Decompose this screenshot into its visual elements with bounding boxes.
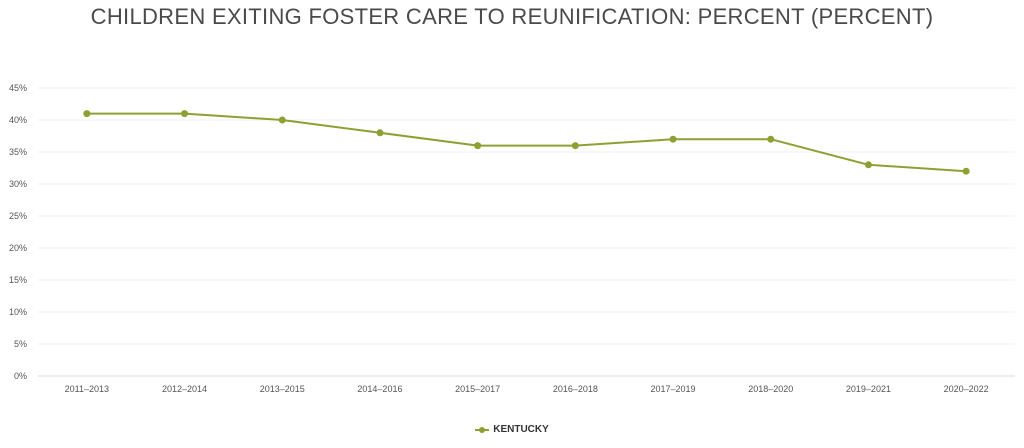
legend-item-kentucky[interactable]: KENTUCKY: [475, 424, 549, 435]
x-tick-label: 2011–2013: [65, 384, 109, 394]
x-tick-label: 2018–2020: [748, 384, 793, 394]
data-point[interactable]: [376, 129, 384, 137]
data-point[interactable]: [669, 135, 677, 143]
data-point[interactable]: [571, 142, 579, 150]
y-tick-label: 25%: [9, 211, 27, 221]
y-tick-label: 5%: [14, 339, 27, 349]
y-axis-ticks: 0% 5% 10% 15% 20% 25% 30% 35% 40% 45%: [9, 83, 27, 381]
y-tick-label: 35%: [9, 147, 27, 157]
data-point[interactable]: [181, 110, 189, 118]
x-tick-label: 2012–2014: [162, 384, 207, 394]
data-point[interactable]: [278, 116, 286, 124]
data-point[interactable]: [962, 167, 970, 175]
x-tick-label: 2013–2015: [260, 384, 305, 394]
x-tick-label: 2020–2022: [944, 384, 989, 394]
legend-swatch-icon: [475, 426, 490, 434]
data-point[interactable]: [767, 135, 775, 143]
grid-lines: [38, 87, 1015, 377]
x-tick-label: 2019–2021: [846, 384, 891, 394]
x-tick-label: 2014–2016: [357, 384, 402, 394]
y-tick-label: 0%: [14, 371, 27, 381]
data-point[interactable]: [474, 142, 482, 150]
chart-title: CHILDREN EXITING FOSTER CARE TO REUNIFIC…: [90, 4, 934, 29]
y-tick-label: 10%: [9, 307, 27, 317]
legend-label: KENTUCKY: [493, 424, 549, 435]
data-point[interactable]: [83, 110, 91, 118]
series-layer: [83, 110, 970, 175]
y-tick-label: 15%: [9, 275, 27, 285]
y-tick-label: 20%: [9, 243, 27, 253]
x-tick-label: 2015–2017: [455, 384, 500, 394]
y-tick-label: 40%: [9, 115, 27, 125]
x-tick-label: 2017–2019: [651, 384, 696, 394]
x-axis-ticks: 2011–2013 2012–2014 2013–2015 2014–2016 2015…: [65, 384, 989, 394]
y-tick-label: 30%: [9, 179, 27, 189]
x-tick-label: 2016–2018: [553, 384, 598, 394]
series-line: [86, 112, 967, 173]
legend: KENTUCKY: [0, 424, 1024, 437]
data-point[interactable]: [864, 161, 872, 169]
y-tick-label: 45%: [9, 83, 27, 93]
